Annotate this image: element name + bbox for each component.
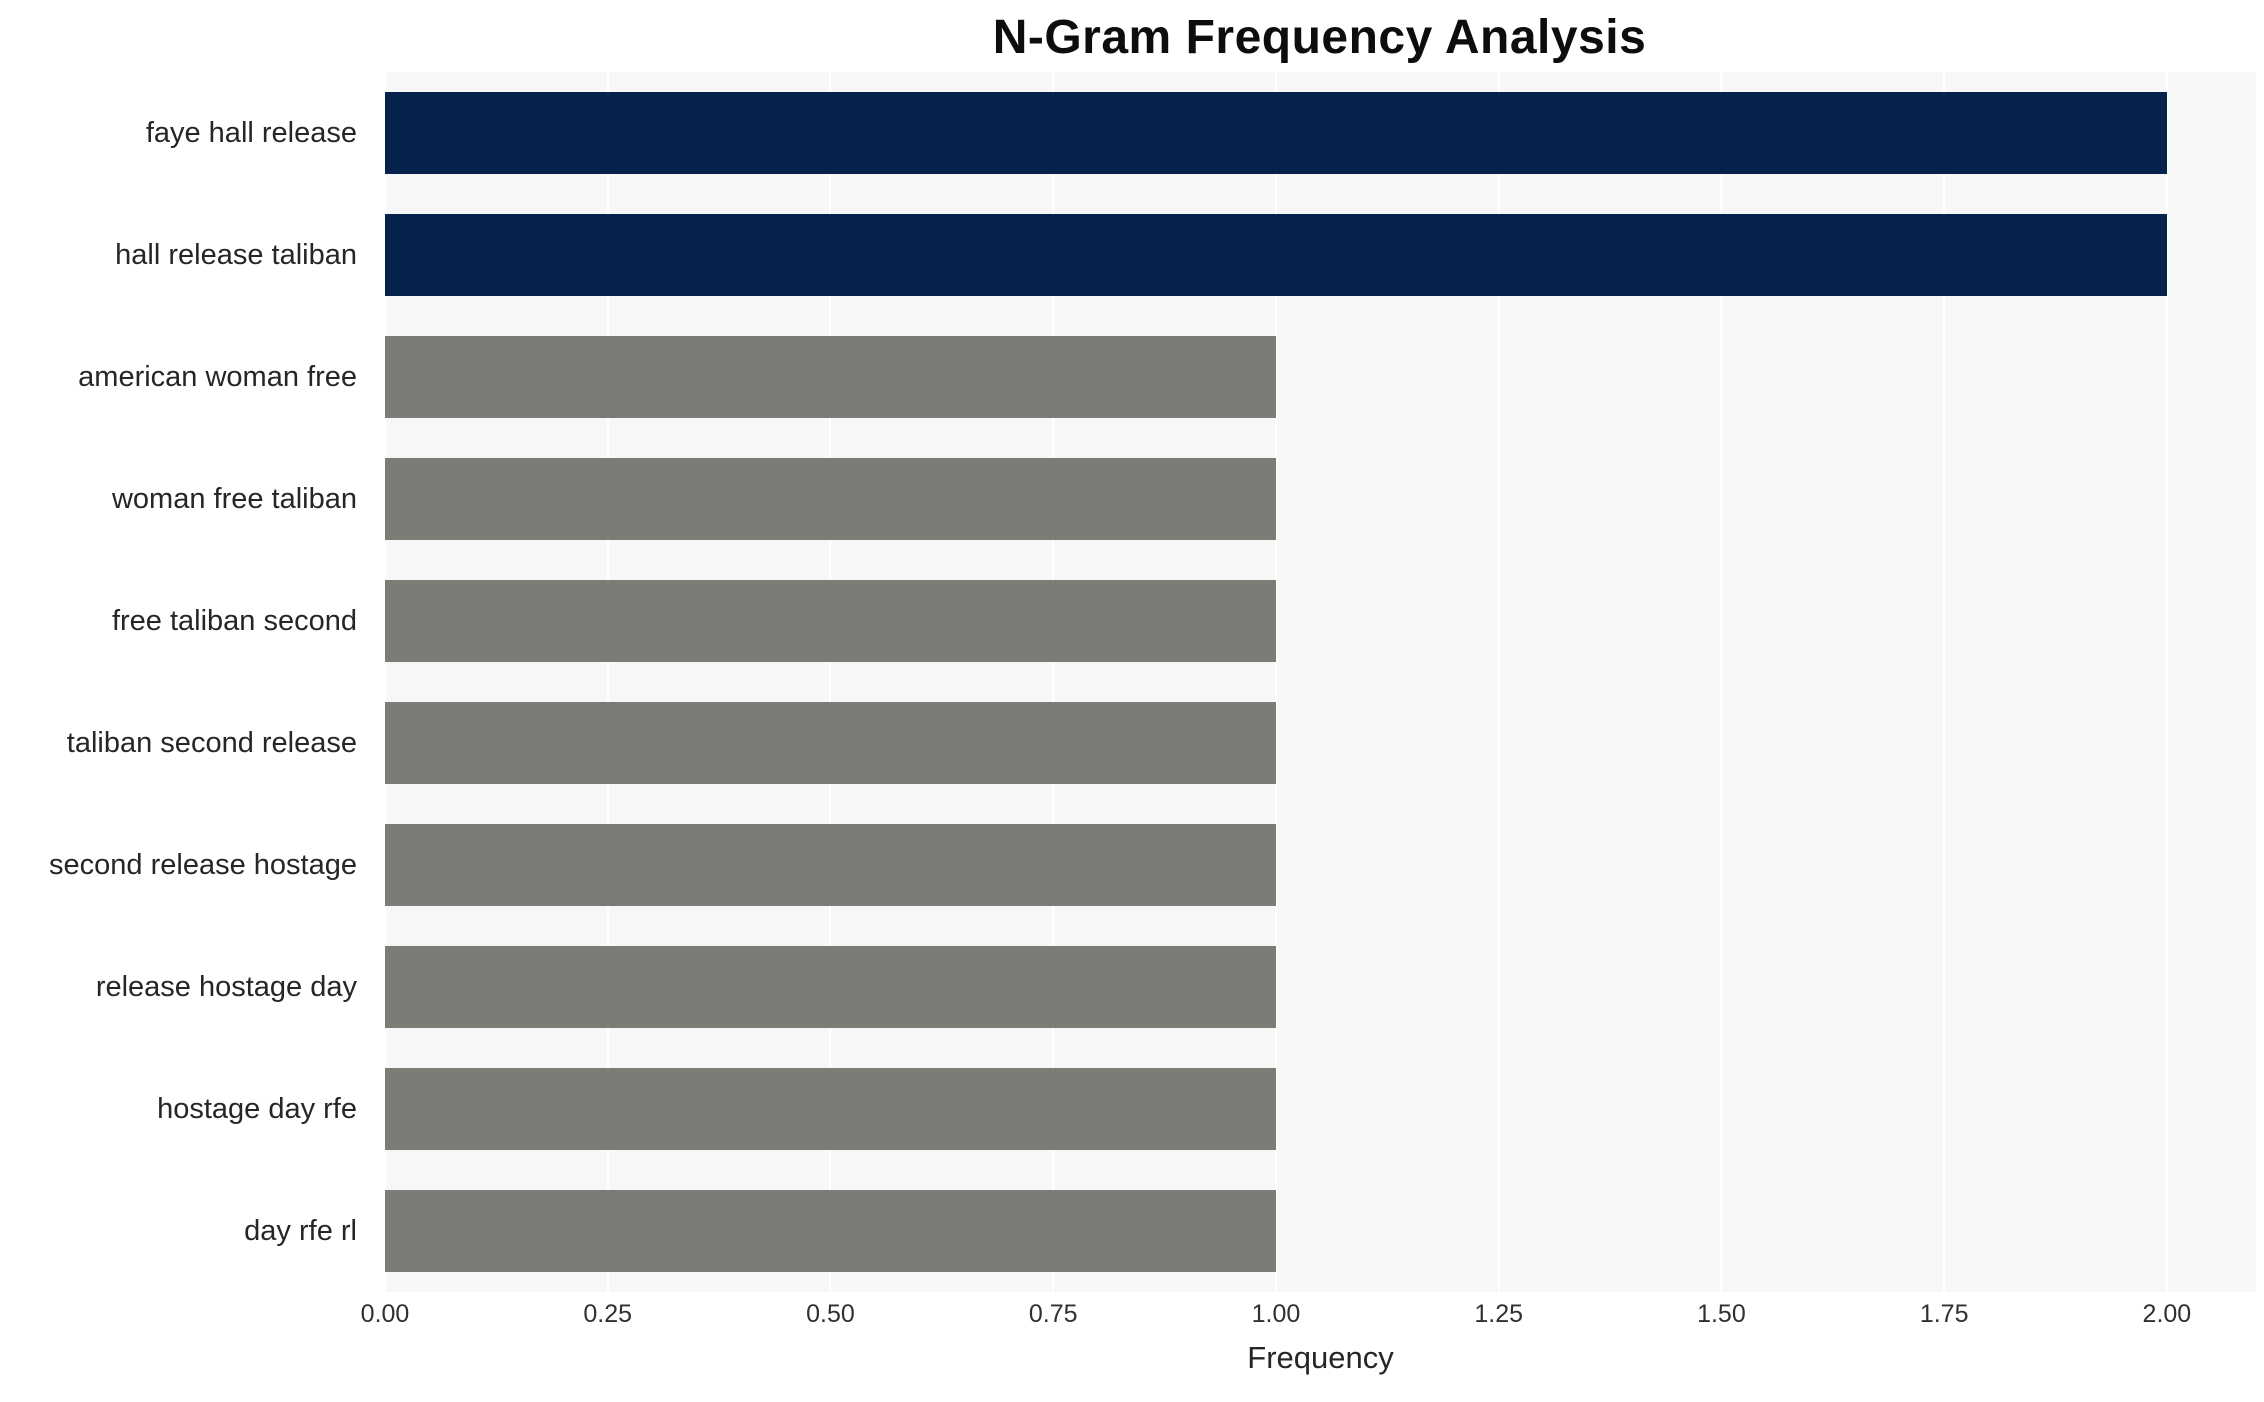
bar <box>385 214 2167 296</box>
bar-row <box>385 926 2256 1048</box>
bar-row <box>385 72 2256 194</box>
gridline <box>1497 72 1500 1292</box>
bar-row <box>385 316 2256 438</box>
x-tick-label: 1.25 <box>1474 1300 1524 1328</box>
bars <box>385 72 2256 1292</box>
gridline <box>384 72 386 1292</box>
y-tick-label: hostage day rfe <box>157 1092 357 1125</box>
gridline <box>1274 72 1277 1292</box>
x-axis-label: Frequency <box>1247 1340 1394 1375</box>
chart-title: N-Gram Frequency Analysis <box>992 11 1647 64</box>
gridline <box>1720 72 1723 1292</box>
bar <box>385 824 1276 906</box>
y-tick-label: taliban second release <box>66 726 357 759</box>
x-tick-label: 1.00 <box>1251 1300 1301 1328</box>
x-tick-label: 0.50 <box>806 1300 855 1328</box>
plot-area <box>384 72 2256 1292</box>
x-tick-label: 0.00 <box>360 1300 410 1328</box>
bar <box>385 92 2167 174</box>
x-tick-label: 2.00 <box>2142 1300 2192 1328</box>
bar <box>385 580 1276 662</box>
bar <box>385 336 1276 418</box>
y-axis-labels: faye hall release hall release taliban ame… <box>0 72 371 1292</box>
y-tick-label: hall release taliban <box>115 238 357 271</box>
y-tick-label: release hostage day <box>95 970 357 1003</box>
gridline <box>829 72 832 1292</box>
x-axis-ticks: 0.00 0.25 0.50 0.75 1.00 1.25 1.50 1.75 2.00 <box>361 1300 2256 1334</box>
y-tick-label: day rfe rl <box>244 1214 357 1247</box>
bar-row <box>385 1048 2256 1170</box>
gridline <box>1943 72 1946 1292</box>
bar-row <box>385 682 2256 804</box>
y-tick-label: free taliban second <box>111 604 357 637</box>
bar <box>385 1068 1276 1150</box>
y-tick-label: second release hostage <box>49 848 357 881</box>
bar <box>385 702 1276 784</box>
bar-row <box>385 1170 2256 1292</box>
bar <box>385 946 1276 1028</box>
gridlines <box>384 72 2256 1292</box>
y-tick-label: woman free taliban <box>111 482 357 515</box>
gridline <box>1052 72 1055 1292</box>
y-tick-label: faye hall release <box>145 116 357 149</box>
bar <box>385 1190 1276 1272</box>
bar-row <box>385 194 2256 316</box>
bar-row <box>385 804 2256 926</box>
gridline <box>2165 72 2168 1292</box>
gridline <box>606 72 609 1292</box>
x-tick-label: 1.75 <box>1919 1300 1969 1328</box>
y-tick-label: american woman free <box>78 360 357 393</box>
bar <box>385 458 1276 540</box>
x-tick-label: 1.50 <box>1697 1300 1746 1328</box>
x-tick-label: 0.25 <box>583 1300 633 1328</box>
bar-row <box>385 560 2256 682</box>
x-tick-label: 0.75 <box>1028 1300 1078 1328</box>
bar-row <box>385 438 2256 560</box>
